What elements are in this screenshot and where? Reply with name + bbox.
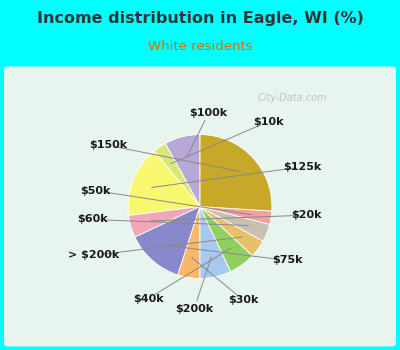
Wedge shape xyxy=(200,206,272,224)
Text: $50k: $50k xyxy=(80,186,111,196)
Text: $60k: $60k xyxy=(77,215,107,224)
Text: $200k: $200k xyxy=(175,304,213,314)
Wedge shape xyxy=(154,144,200,206)
Wedge shape xyxy=(165,134,200,206)
Wedge shape xyxy=(128,151,200,216)
Text: $75k: $75k xyxy=(272,256,303,265)
Wedge shape xyxy=(200,134,272,211)
Wedge shape xyxy=(129,206,200,237)
Wedge shape xyxy=(135,206,200,275)
Wedge shape xyxy=(200,206,263,256)
FancyBboxPatch shape xyxy=(4,66,396,346)
Wedge shape xyxy=(178,206,200,279)
Text: $10k: $10k xyxy=(253,117,284,127)
Text: $150k: $150k xyxy=(89,140,127,150)
Text: $30k: $30k xyxy=(228,295,258,305)
Wedge shape xyxy=(200,206,231,279)
Text: $20k: $20k xyxy=(291,210,322,220)
Wedge shape xyxy=(200,206,270,241)
Text: Income distribution in Eagle, WI (%): Income distribution in Eagle, WI (%) xyxy=(36,10,364,26)
Text: $100k: $100k xyxy=(190,108,228,118)
Text: City-Data.com: City-Data.com xyxy=(257,93,327,103)
Text: White residents: White residents xyxy=(148,40,252,53)
Text: $40k: $40k xyxy=(133,294,164,303)
Wedge shape xyxy=(200,206,252,272)
Text: $125k: $125k xyxy=(283,162,321,172)
Text: > $200k: > $200k xyxy=(68,250,119,260)
